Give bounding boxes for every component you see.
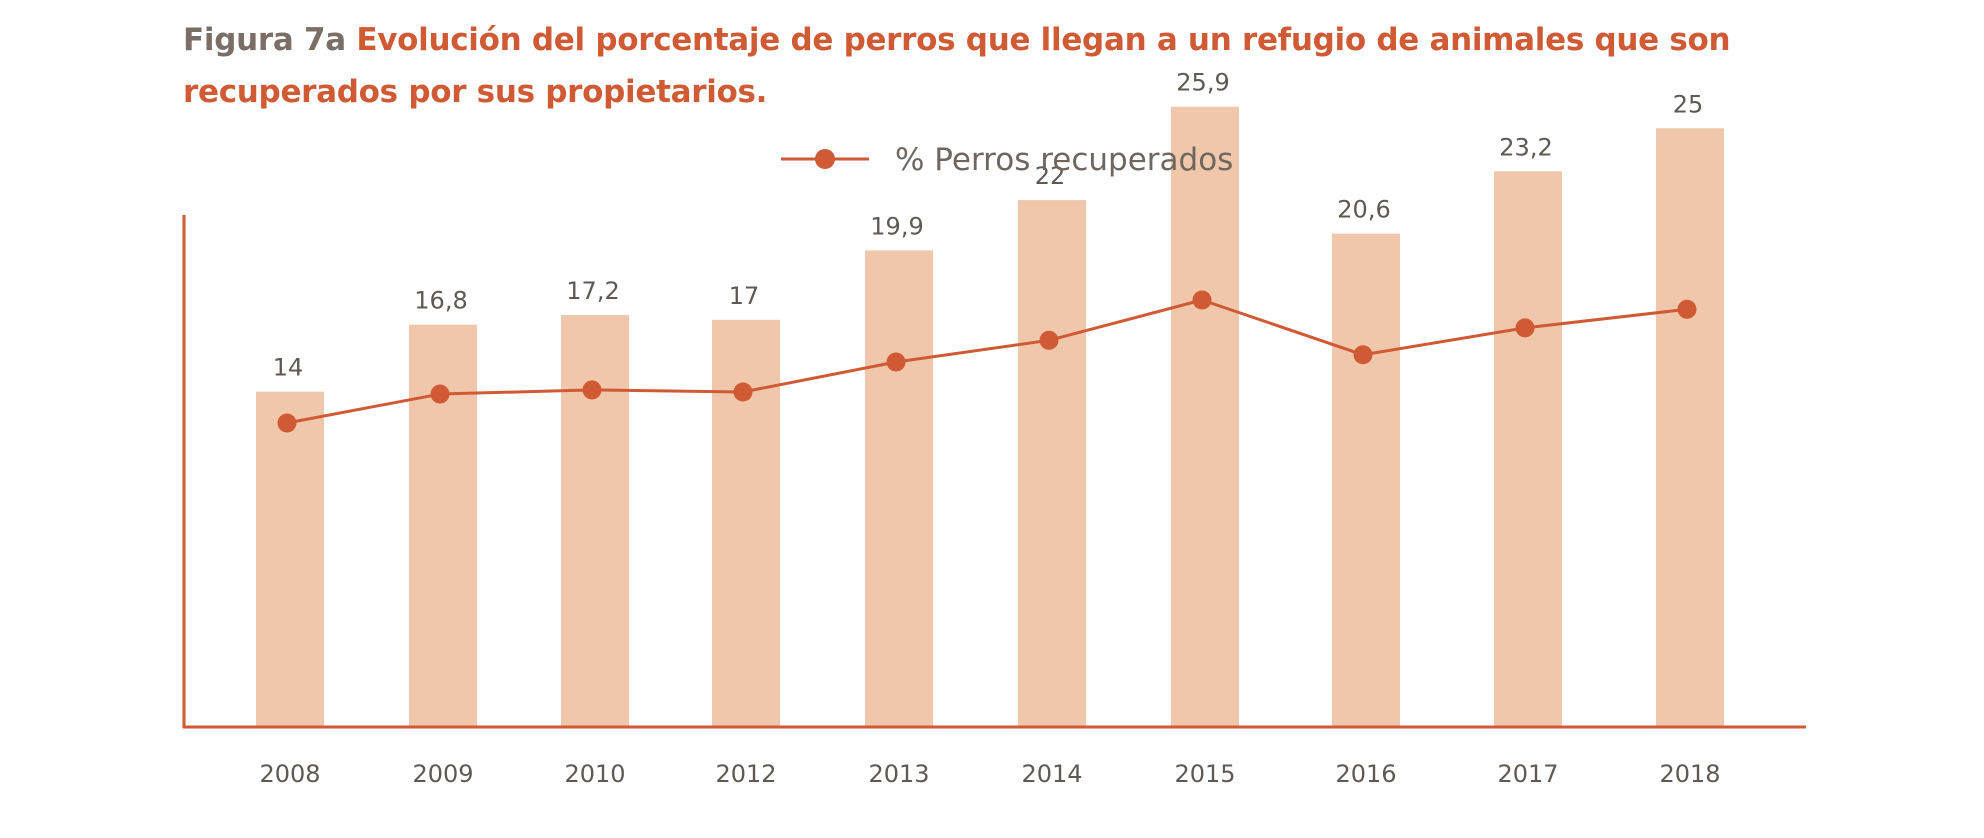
legend-point-marker: [815, 149, 835, 169]
line-point-2018: [1677, 299, 1697, 319]
x-tick-2012: 2012: [715, 760, 776, 788]
data-label-2017: 23,2: [1499, 133, 1552, 161]
x-tick-2014: 2014: [1021, 760, 1082, 788]
bar-2016: [1332, 233, 1400, 727]
data-label-2008: 14: [273, 354, 304, 382]
bar-2013: [865, 250, 933, 727]
line-path: [286, 298, 1688, 425]
bar-2018: [1656, 128, 1724, 727]
line-point-2013: [886, 352, 906, 372]
x-tick-2017: 2017: [1497, 760, 1558, 788]
data-label-2016: 20,6: [1337, 196, 1390, 224]
x-tick-2018: 2018: [1659, 760, 1720, 788]
x-tick-2010: 2010: [564, 760, 625, 788]
bar-2010: [561, 315, 629, 727]
x-tick-2015: 2015: [1174, 760, 1235, 788]
data-label-2013: 19,9: [870, 212, 923, 240]
data-label-2009: 16,8: [414, 287, 467, 315]
data-label-2015: 25,9: [1176, 69, 1229, 97]
bar-2017: [1494, 171, 1562, 728]
line-series: [277, 290, 1697, 433]
bar-2008: [256, 391, 324, 727]
line-point-2014: [1039, 330, 1059, 350]
chart-title: Figura 7a Evolución del porcentaje de pe…: [183, 14, 1783, 118]
legend-label: % Perros recuperados: [895, 142, 1233, 178]
line-point-2009: [430, 384, 450, 404]
bar-2015: [1171, 106, 1239, 727]
line-point-2016: [1353, 345, 1373, 365]
legend: % Perros recuperados: [781, 142, 1233, 178]
line-point-2015: [1192, 290, 1212, 310]
bar-2009: [409, 324, 477, 727]
x-tick-labels: 2008 2009 2010 2012 2013 2014 2015 2016 2017 2018: [259, 760, 1720, 788]
line-point-2010: [582, 380, 602, 400]
figure-title-text: Evolución del porcentaje de perros que l…: [183, 22, 1731, 110]
line-point-2017: [1515, 318, 1535, 338]
bar-series: [256, 106, 1724, 728]
data-label-2018: 25: [1673, 90, 1704, 118]
data-label-2010: 17,2: [566, 277, 619, 305]
data-labels: 14 16,8 17,2 17 19,9 22 25,9 20,6 23,2 25: [273, 69, 1704, 382]
bar-2012: [712, 319, 780, 727]
line-point-2008: [277, 413, 297, 433]
axes: [182, 215, 1806, 729]
x-tick-2016: 2016: [1335, 760, 1396, 788]
data-label-2014: 22: [1035, 162, 1066, 190]
data-label-2012: 17: [729, 282, 760, 310]
x-tick-2009: 2009: [412, 760, 473, 788]
x-tick-2008: 2008: [259, 760, 320, 788]
x-tick-2013: 2013: [868, 760, 929, 788]
line-point-2012: [733, 382, 753, 402]
bar-2014: [1018, 200, 1086, 728]
figure-prefix: Figura 7a: [183, 22, 346, 58]
